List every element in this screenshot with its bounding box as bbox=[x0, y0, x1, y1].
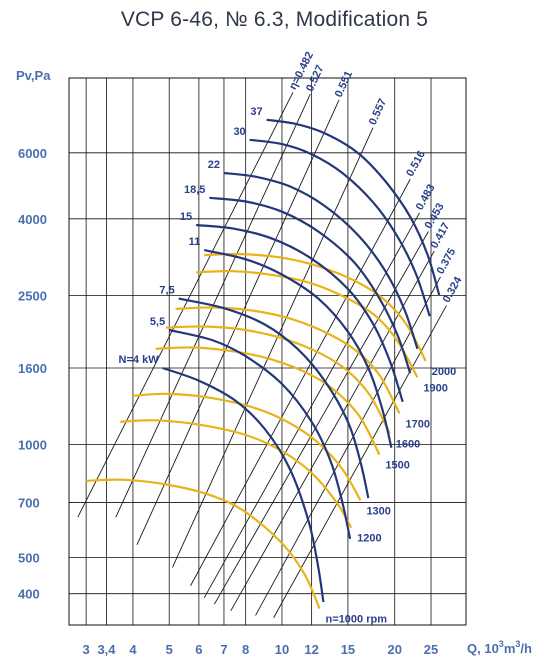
x-tick-label: 12 bbox=[304, 642, 318, 657]
efficiency-ray bbox=[190, 179, 411, 586]
power-curve bbox=[195, 223, 404, 403]
power-label: 22 bbox=[208, 159, 220, 171]
power-curves bbox=[162, 118, 441, 603]
power-curve bbox=[162, 366, 325, 603]
power-label: 7,5 bbox=[159, 285, 174, 297]
efficiency-ray bbox=[255, 276, 441, 616]
speed-curve bbox=[132, 392, 362, 501]
y-tick-label: 1600 bbox=[18, 361, 47, 376]
speed-label: 2000 bbox=[432, 366, 456, 378]
speed-curve bbox=[120, 419, 353, 529]
y-axis-label: Pv,Pa bbox=[16, 68, 51, 83]
power-curve bbox=[178, 297, 370, 499]
x-tick-label: 20 bbox=[387, 642, 401, 657]
speed-label: 1200 bbox=[357, 533, 381, 545]
grid-lines bbox=[69, 78, 466, 625]
y-tick-label: 500 bbox=[18, 550, 40, 565]
chart-title: VCP 6-46, № 6.3, Modification 5 bbox=[120, 8, 429, 31]
efficiency-ray bbox=[77, 92, 294, 518]
x-axis-label: Q, 103m3/h bbox=[467, 639, 532, 656]
power-label: 15 bbox=[180, 211, 192, 223]
speed-curve bbox=[204, 252, 427, 362]
efficiency-label: 0.324 bbox=[441, 274, 465, 305]
efficiency-label: 0.516 bbox=[404, 149, 428, 179]
power-curve bbox=[203, 249, 393, 449]
power-curve bbox=[266, 118, 441, 296]
efficiency-ray bbox=[203, 212, 420, 599]
speed-label: 1600 bbox=[396, 438, 420, 450]
efficiency-ray bbox=[213, 231, 429, 605]
speed-label: 1700 bbox=[406, 418, 430, 430]
power-curve bbox=[209, 196, 412, 374]
speed-curve bbox=[155, 346, 381, 456]
x-tick-label: 25 bbox=[424, 642, 438, 657]
power-label: 11 bbox=[189, 236, 201, 248]
x-tick-label: 7 bbox=[220, 642, 227, 657]
speed-label: n=1000 rpm bbox=[326, 614, 388, 626]
power-label: N=4 kW bbox=[119, 354, 160, 366]
tick-labels: 3 3,4 4 5 6 7 8 10 12 15 20 25 400 500 700 1000 1600 2500… bbox=[18, 146, 438, 657]
y-tick-label: 2500 bbox=[18, 288, 47, 303]
speed-label: 1900 bbox=[423, 382, 447, 394]
x-tick-label: 3 bbox=[83, 642, 90, 657]
power-label: 30 bbox=[233, 126, 245, 138]
power-label: 37 bbox=[250, 106, 262, 118]
efficiency-label: 0.557 bbox=[367, 97, 389, 127]
efficiency-label: 0.551 bbox=[333, 69, 355, 99]
power-curve bbox=[249, 138, 431, 317]
y-tick-label: 700 bbox=[18, 496, 40, 511]
power-curve bbox=[168, 328, 352, 540]
x-tick-label: 15 bbox=[341, 642, 355, 657]
power-curve bbox=[223, 171, 419, 350]
speed-curve bbox=[165, 325, 391, 435]
x-tick-label: 3,4 bbox=[97, 642, 116, 657]
plot-frame bbox=[68, 77, 467, 626]
power-label: 18,5 bbox=[184, 184, 205, 196]
efficiency-ray bbox=[136, 99, 340, 546]
power-label: 5,5 bbox=[150, 316, 165, 328]
speed-label: 1500 bbox=[385, 460, 409, 472]
x-tick-label: 5 bbox=[166, 642, 173, 657]
x-tick-label: 10 bbox=[275, 642, 289, 657]
x-tick-label: 6 bbox=[195, 642, 202, 657]
y-tick-label: 6000 bbox=[18, 146, 47, 161]
efficiency-ray bbox=[230, 250, 435, 612]
speed-label: 1300 bbox=[366, 505, 390, 517]
y-tick-label: 4000 bbox=[18, 212, 47, 227]
speed-curves bbox=[86, 252, 427, 610]
x-tick-label: 8 bbox=[242, 642, 249, 657]
x-tick-label: 4 bbox=[129, 642, 137, 657]
y-tick-label: 400 bbox=[18, 587, 40, 602]
y-tick-label: 1000 bbox=[18, 438, 47, 453]
speed-curve bbox=[86, 478, 321, 610]
speed-curve bbox=[196, 269, 419, 378]
